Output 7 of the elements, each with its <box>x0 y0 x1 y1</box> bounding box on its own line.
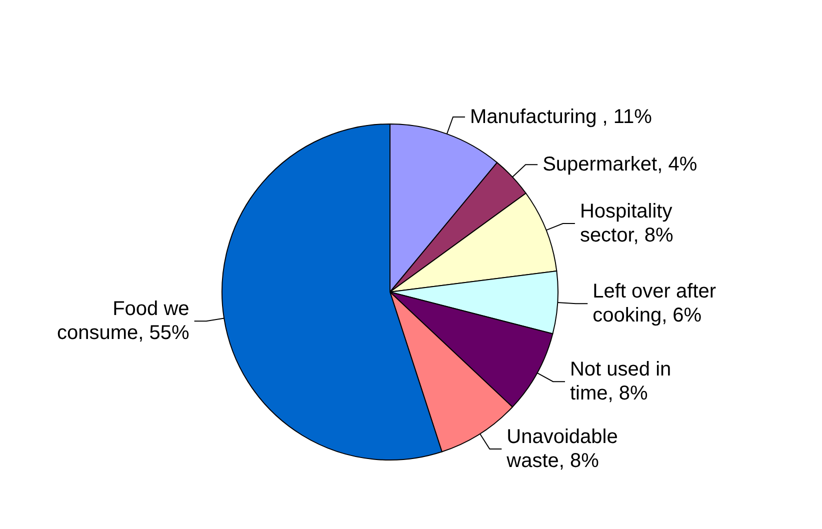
slice-label: Food we consume, 55% <box>56 298 190 344</box>
slice-label: Supermarket, 4% <box>542 154 698 176</box>
slice-label: Hospitality sector, 8% <box>580 200 674 247</box>
slice-label: Manufacturing , 11% <box>470 106 652 128</box>
slice-label: Not used in time, 8% <box>570 358 672 405</box>
slice-label: Left over after cooking, 6% <box>592 280 716 327</box>
slice-label: Unavoidable waste, 8% <box>506 426 618 472</box>
